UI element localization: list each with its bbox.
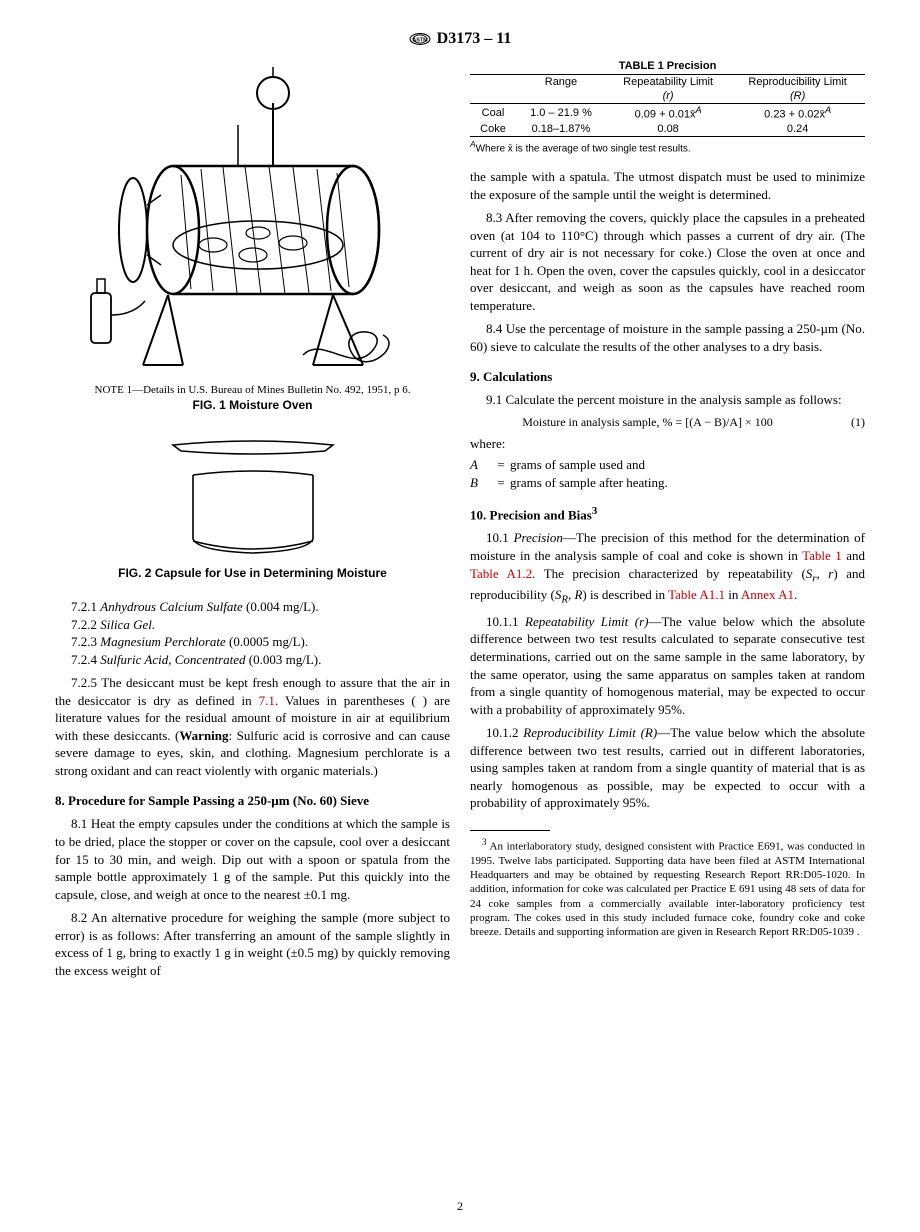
para-8-2: 8.2 An alternative procedure for weighin… bbox=[55, 909, 450, 979]
th-reprod-sym: (R) bbox=[730, 89, 865, 104]
section-10-head: 10. Precision and Bias3 bbox=[470, 505, 865, 523]
figure-1-caption: FIG. 1 Moisture Oven bbox=[55, 398, 450, 412]
figure-1-illustration bbox=[55, 60, 450, 380]
item-7-2-1: 7.2.1 Anhydrous Calcium Sulfate (0.004 m… bbox=[71, 598, 450, 616]
para-9-1: 9.1 Calculate the percent moisture in th… bbox=[470, 391, 865, 409]
link-table-a1-2[interactable]: Table A1.2 bbox=[470, 566, 532, 581]
designation-text: D3173 – 11 bbox=[437, 30, 512, 48]
link-table-1[interactable]: Table 1 bbox=[802, 548, 842, 563]
where-label: where: bbox=[470, 436, 865, 452]
figure-2-illustration bbox=[55, 424, 450, 564]
item-7-2-4: 7.2.4 Sulfuric Acid, Concentrated (0.003… bbox=[71, 651, 450, 669]
th-repeat: Repeatability Limit bbox=[606, 75, 730, 90]
left-column: NOTE 1—Details in U.S. Bureau of Mines B… bbox=[55, 60, 450, 979]
svg-text:ASTM: ASTM bbox=[412, 38, 428, 44]
th-repeat-sym: (r) bbox=[606, 89, 730, 104]
table-1-footnote: AWhere x̄ is the average of two single t… bbox=[470, 139, 865, 154]
th-blank bbox=[470, 75, 516, 90]
section-8-head: 8. Procedure for Sample Passing a 250-µm… bbox=[55, 793, 450, 809]
where-list: A= grams of sample used and B= grams of … bbox=[470, 456, 865, 491]
para-8-1: 8.1 Heat the empty capsules under the co… bbox=[55, 815, 450, 903]
footnote-3: 3 An interlaboratory study, designed con… bbox=[470, 837, 865, 940]
para-8-2-cont: the sample with a spatula. The utmost di… bbox=[470, 168, 865, 203]
link-annex-a1[interactable]: Annex A1 bbox=[741, 587, 794, 602]
para-8-3: 8.3 After removing the covers, quickly p… bbox=[470, 209, 865, 314]
para-10-1: 10.1 Precision—The precision of this met… bbox=[470, 529, 865, 607]
astm-logo-icon: ASTM bbox=[409, 30, 431, 48]
eq-number: (1) bbox=[825, 415, 865, 430]
right-column: TABLE 1 Precision Range Repeatability Li… bbox=[470, 60, 865, 979]
figure-1-note: NOTE 1—Details in U.S. Bureau of Mines B… bbox=[55, 384, 450, 396]
table-1: TABLE 1 Precision Range Repeatability Li… bbox=[470, 60, 865, 154]
footnote-separator bbox=[470, 830, 550, 831]
item-7-2-2: 7.2.2 Silica Gel. bbox=[71, 616, 450, 634]
link-table-a1-1[interactable]: Table A1.1 bbox=[668, 587, 725, 602]
table-1-title: TABLE 1 Precision bbox=[470, 60, 865, 72]
doc-header: ASTM D3173 – 11 bbox=[55, 30, 865, 48]
table-row: Coal 1.0 – 21.9 % 0.09 + 0.01x̄A 0.23 + … bbox=[470, 104, 865, 122]
page-number: 2 bbox=[0, 1199, 920, 1214]
fig1-note-text: NOTE 1—Details in U.S. Bureau of Mines B… bbox=[95, 384, 411, 396]
figure-2-caption: FIG. 2 Capsule for Use in Determining Mo… bbox=[55, 566, 450, 580]
para-8-4: 8.4 Use the percentage of moisture in th… bbox=[470, 320, 865, 355]
para-10-1-1: 10.1.1 Repeatability Limit (r)—The value… bbox=[470, 613, 865, 718]
eq-expression: Moisture in analysis sample, % = [(A − B… bbox=[470, 415, 825, 430]
th-reprod: Reproducibility Limit bbox=[730, 75, 865, 90]
para-10-1-2: 10.1.2 Reproducibility Limit (R)—The val… bbox=[470, 724, 865, 812]
th-range: Range bbox=[516, 75, 606, 90]
para-7-2-5: 7.2.5 The desiccant must be kept fresh e… bbox=[55, 674, 450, 779]
link-7-1[interactable]: 7.1 bbox=[259, 693, 275, 708]
section-9-head: 9. Calculations bbox=[470, 369, 865, 385]
equation-1: Moisture in analysis sample, % = [(A − B… bbox=[470, 415, 865, 430]
table-row: Coke 0.18–1.87% 0.08 0.24 bbox=[470, 122, 865, 137]
table-1-grid: Range Repeatability Limit Reproducibilit… bbox=[470, 74, 865, 137]
item-7-2-3: 7.2.3 Magnesium Perchlorate (0.0005 mg/L… bbox=[71, 633, 450, 651]
